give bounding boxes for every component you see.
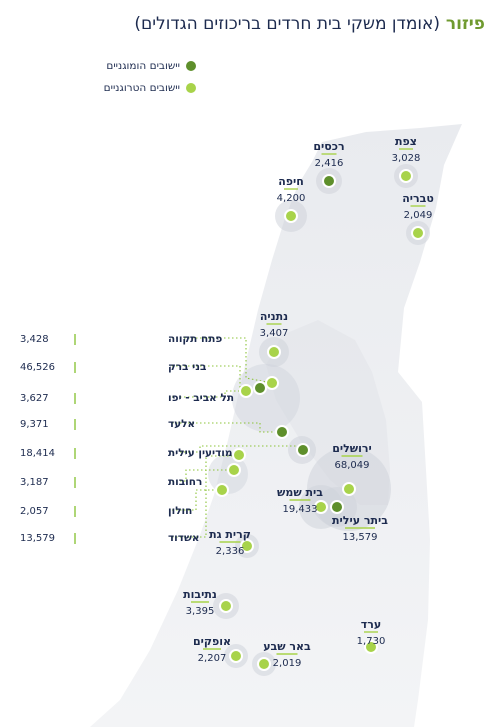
settlement-marker-7 bbox=[330, 500, 344, 514]
map-land-shape bbox=[90, 124, 462, 727]
settlement-value-3: 2,049 bbox=[404, 210, 433, 221]
legend-dot-homogeneous-icon bbox=[186, 61, 196, 71]
callout-marker-1 bbox=[253, 381, 267, 395]
settlement-name-10: ערד bbox=[361, 618, 381, 631]
callout-name-3: אלעד bbox=[168, 418, 195, 430]
settlement-marker-9 bbox=[219, 599, 233, 613]
settlement-value-8: 2,336 bbox=[216, 546, 245, 557]
callout-leader-4 bbox=[172, 445, 303, 453]
settlement-value-10: 1,730 bbox=[357, 636, 386, 647]
callout-leader-3 bbox=[172, 422, 282, 433]
settlement-name-6: בית שמש bbox=[277, 486, 323, 499]
settlement-value-11: 2,207 bbox=[198, 653, 227, 664]
callout-name-0: פתח תקווה bbox=[168, 333, 222, 345]
legend-dot-heterogeneous-icon bbox=[186, 83, 196, 93]
settlement-marker-8 bbox=[240, 539, 254, 553]
settlement-marker-4 bbox=[267, 345, 281, 359]
callout-leader-2 bbox=[172, 390, 246, 398]
callout-marker-2 bbox=[239, 384, 253, 398]
settlement-value-1: 2,416 bbox=[315, 158, 344, 169]
settlement-marker-11 bbox=[229, 649, 243, 663]
callout-name-7: אשדוד bbox=[168, 532, 200, 544]
map-title: פיזור (אומדן משקי בית חרדים בריכוזים הגד… bbox=[134, 14, 485, 34]
callout-marker-5 bbox=[227, 463, 241, 477]
callout-value-4: 18,414 bbox=[20, 448, 55, 459]
callout-value-2: 3,627 bbox=[20, 393, 49, 404]
settlement-marker-3 bbox=[411, 226, 425, 240]
settlement-marker-0 bbox=[399, 169, 413, 183]
settlement-name-9: נתיבות bbox=[183, 588, 217, 601]
settlement-marker-6 bbox=[314, 500, 328, 514]
settlement-name-3: טבריה bbox=[402, 192, 434, 205]
callout-marker-6 bbox=[215, 483, 229, 497]
settlement-name-11: אופקים bbox=[193, 635, 231, 648]
callout-leader-6 bbox=[172, 489, 222, 511]
settlement-name-0: צפת bbox=[395, 135, 417, 148]
metro-halo bbox=[232, 364, 300, 432]
legend-label-heterogeneous: יישובים הטרוגניים bbox=[103, 82, 180, 94]
callout-name-5: רחובות bbox=[168, 476, 202, 488]
settlement-name-1: רכסים bbox=[313, 140, 344, 153]
callout-value-7: 13,579 bbox=[20, 533, 55, 544]
settlement-value-0: 3,028 bbox=[392, 153, 421, 164]
settlement-name-5: ירושלים bbox=[332, 442, 372, 455]
callout-name-4: מודיעין עילית bbox=[168, 447, 233, 459]
callout-value-0: 3,428 bbox=[20, 334, 49, 345]
callout-marker-0 bbox=[265, 376, 279, 390]
callout-marker-7 bbox=[232, 448, 246, 462]
settlement-name-12: באר שבע bbox=[263, 640, 311, 653]
callout-leader-0 bbox=[172, 337, 273, 384]
callout-marker-3 bbox=[275, 425, 289, 439]
settlement-marker-5 bbox=[342, 482, 356, 496]
settlement-name-2: חיפה bbox=[278, 175, 304, 188]
legend-item-heterogeneous: יישובים הטרוגניים bbox=[104, 82, 196, 94]
settlement-marker-2 bbox=[284, 209, 298, 223]
settlement-marker-10 bbox=[364, 640, 378, 654]
callout-value-1: 46,526 bbox=[20, 362, 55, 373]
settlement-value-9: 3,395 bbox=[186, 606, 215, 617]
settlement-name-4: נתניה bbox=[260, 310, 288, 323]
callout-value-6: 2,057 bbox=[20, 506, 49, 517]
callout-value-3: 9,371 bbox=[20, 419, 49, 430]
settlement-value-12: 2,019 bbox=[273, 658, 302, 669]
settlement-marker-12 bbox=[257, 657, 271, 671]
legend-label-homogeneous: יישובים הומוגניים bbox=[106, 60, 180, 72]
map-title-accent: פיזור bbox=[445, 14, 485, 34]
callout-marker-4 bbox=[296, 443, 310, 457]
map-title-subtitle: (אומדן משקי בית חרדים בריכוזים הגדולים) bbox=[134, 14, 440, 34]
settlement-value-2: 4,200 bbox=[277, 193, 306, 204]
settlement-value-7: 13,579 bbox=[343, 532, 378, 543]
legend-item-homogeneous: יישובים הומוגניים bbox=[106, 60, 196, 72]
settlement-value-5: 68,049 bbox=[335, 460, 370, 471]
settlement-marker-1 bbox=[322, 174, 336, 188]
south-metro-halo bbox=[208, 454, 248, 494]
settlement-name-8: קרית גת bbox=[209, 528, 251, 541]
callout-name-2: תל אביב - יפו bbox=[168, 392, 234, 404]
settlement-value-4: 3,407 bbox=[260, 328, 289, 339]
callout-leader-7 bbox=[172, 455, 239, 538]
callout-name-6: חולון bbox=[168, 505, 192, 517]
callout-leader-5 bbox=[172, 469, 234, 482]
callout-name-1: בני ברק bbox=[168, 361, 206, 373]
settlement-name-7: ביתר עילית bbox=[332, 514, 388, 527]
callout-value-5: 3,187 bbox=[20, 477, 49, 488]
settlement-value-6: 19,433 bbox=[283, 504, 318, 515]
